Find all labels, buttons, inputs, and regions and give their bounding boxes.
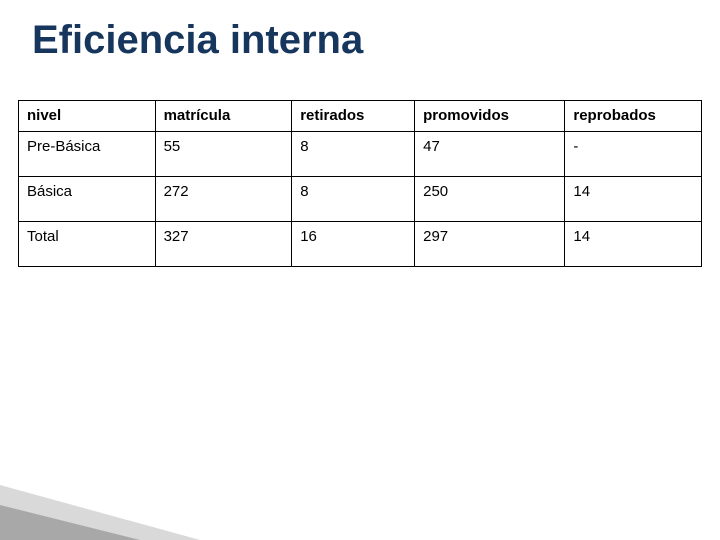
cell-promovidos: 47 [415,132,565,177]
cell-nivel: Total [19,222,156,267]
cell-reprobados: - [565,132,702,177]
cell-promovidos: 297 [415,222,565,267]
efficiency-table-wrap: nivel matrícula retirados promovidos rep… [18,100,702,267]
col-header-nivel: nivel [19,101,156,132]
cell-reprobados: 14 [565,177,702,222]
table-header-row: nivel matrícula retirados promovidos rep… [19,101,702,132]
cell-nivel: Básica [19,177,156,222]
col-header-matricula: matrícula [155,101,292,132]
col-header-reprobados: reprobados [565,101,702,132]
cell-retirados: 8 [292,177,415,222]
cell-nivel: Pre-Básica [19,132,156,177]
cell-promovidos: 250 [415,177,565,222]
cell-retirados: 8 [292,132,415,177]
col-header-retirados: retirados [292,101,415,132]
table-row: Básica 272 8 250 14 [19,177,702,222]
cell-matricula: 327 [155,222,292,267]
slide-title: Eficiencia interna [32,18,363,63]
col-header-promovidos: promovidos [415,101,565,132]
cell-matricula: 272 [155,177,292,222]
efficiency-table: nivel matrícula retirados promovidos rep… [18,100,702,267]
table-row: Pre-Básica 55 8 47 - [19,132,702,177]
decorative-wedge-icon [0,470,200,540]
cell-reprobados: 14 [565,222,702,267]
cell-matricula: 55 [155,132,292,177]
table-row: Total 327 16 297 14 [19,222,702,267]
slide: Eficiencia interna nivel matrícula retir… [0,0,720,540]
cell-retirados: 16 [292,222,415,267]
